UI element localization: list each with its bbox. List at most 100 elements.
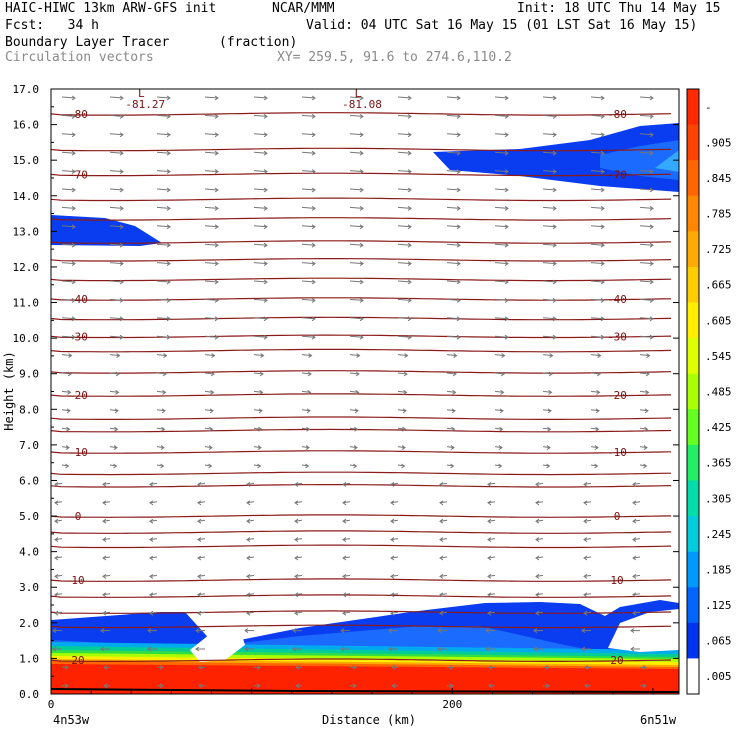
circulation-vector — [204, 372, 215, 375]
circulation-vector — [542, 298, 557, 301]
vector-arrowhead — [162, 371, 167, 377]
vector-arrowhead — [71, 297, 76, 303]
vector-arrowhead — [54, 481, 59, 487]
vector-arrowhead — [198, 683, 203, 689]
circulation-vector — [61, 354, 72, 357]
vector-arrowhead — [649, 95, 654, 101]
vector-arrowhead — [504, 150, 509, 156]
y-tick-label: 9.0 — [19, 368, 39, 381]
isotherm-line — [51, 544, 672, 549]
vector-arrowhead — [342, 518, 347, 524]
vector-arrowhead — [214, 297, 219, 303]
vector-arrowhead — [119, 279, 124, 285]
circulation-vector — [446, 298, 461, 301]
circulation-vector — [446, 317, 461, 320]
circulation-vector — [301, 427, 310, 430]
isotherm-line — [51, 428, 672, 433]
vector-arrowhead — [439, 481, 444, 487]
vector-arrowhead — [294, 537, 299, 543]
vector-arrowhead — [535, 573, 540, 579]
vector-arrowhead — [407, 334, 412, 340]
circulation-vector — [246, 593, 255, 596]
circulation-vector — [632, 482, 641, 485]
vector-arrowhead — [600, 261, 605, 267]
isotherm-label: -20 — [68, 389, 88, 402]
vector-arrowhead — [209, 426, 214, 432]
circulation-vector — [294, 574, 303, 577]
vector-arrowhead — [311, 113, 316, 119]
vector-arrowhead — [307, 389, 312, 395]
circulation-vector — [542, 354, 553, 357]
vector-arrowhead — [246, 610, 251, 616]
circulation-vector — [54, 482, 63, 485]
colorbar-label: .785 — [705, 208, 732, 221]
circulation-vector — [204, 354, 215, 357]
vector-arrowhead — [644, 426, 649, 432]
vector-arrowhead — [390, 555, 395, 561]
circulation-vector — [109, 114, 124, 117]
vector-arrowhead — [292, 628, 297, 634]
vector-arrowhead — [546, 463, 551, 469]
circulation-vector — [494, 96, 509, 99]
circulation-vector — [439, 556, 448, 559]
circulation-vector — [349, 317, 364, 320]
vector-arrowhead — [500, 389, 505, 395]
circulation-vector — [349, 335, 364, 338]
circulation-vector — [149, 538, 158, 541]
circulation-vector — [61, 133, 76, 136]
vector-arrowhead — [102, 555, 107, 561]
circulation-vector — [102, 556, 111, 559]
circulation-vector — [390, 519, 399, 522]
circulation-vector — [542, 280, 557, 283]
vector-arrowhead — [294, 592, 299, 598]
y-tick-label: 5.0 — [19, 510, 39, 523]
circulation-vector — [590, 409, 600, 412]
colorbar-label: .245 — [705, 528, 732, 541]
tracer-contour-fill — [655, 150, 679, 172]
vector-arrowhead — [246, 537, 251, 543]
circulation-vector — [301, 280, 316, 283]
vector-arrowhead — [356, 353, 361, 359]
circulation-vector — [102, 482, 111, 485]
isotherm-line — [51, 658, 672, 662]
vector-arrowhead — [456, 205, 461, 211]
isotherm-label: -70 — [68, 168, 88, 181]
vector-arrowhead — [643, 445, 648, 451]
isotherm-label: -30 — [68, 330, 88, 343]
vector-arrowhead — [161, 408, 166, 414]
circulation-vector — [494, 446, 503, 449]
circulation-vector — [109, 225, 124, 228]
vector-arrowhead — [453, 353, 458, 359]
circulation-vector — [109, 298, 124, 301]
circulation-vector — [439, 574, 448, 577]
vector-arrowhead — [102, 573, 107, 579]
circulation-vector — [61, 206, 76, 209]
circulation-vector — [301, 133, 316, 136]
vector-arrowhead — [583, 537, 588, 543]
vector-arrowhead — [67, 371, 72, 377]
cross-section-endpoints: XY= 259.5, 91.6 to 274.6,110.2 — [277, 50, 512, 65]
vector-arrowhead — [600, 187, 605, 193]
circulation-vector — [61, 262, 76, 265]
vector-arrowhead — [504, 224, 509, 230]
terrain-line — [51, 688, 679, 693]
vector-arrowhead — [160, 445, 165, 451]
vector-arrowhead — [504, 113, 509, 119]
circulation-vector — [301, 170, 316, 173]
vector-arrowhead — [456, 95, 461, 101]
vector-arrowhead — [456, 279, 461, 285]
circulation-vector — [253, 427, 262, 430]
circulation-vector — [639, 151, 654, 154]
vector-arrowhead — [342, 610, 347, 616]
x-axis: 0 200 — [48, 688, 654, 711]
circulation-vector — [301, 151, 316, 154]
circulation-vector — [61, 188, 76, 191]
colorbar: - .905 .845 .785 .725 .665 .605 .545 .485 .425 .36… — [686, 88, 732, 695]
circulation-vector — [253, 114, 268, 117]
circulation-vector — [349, 206, 364, 209]
circulation-vector — [156, 298, 171, 301]
vector-arrowhead — [258, 426, 263, 432]
colorbar-swatch — [687, 480, 699, 517]
vector-arrowhead — [263, 297, 268, 303]
vector-arrowhead — [102, 481, 107, 487]
